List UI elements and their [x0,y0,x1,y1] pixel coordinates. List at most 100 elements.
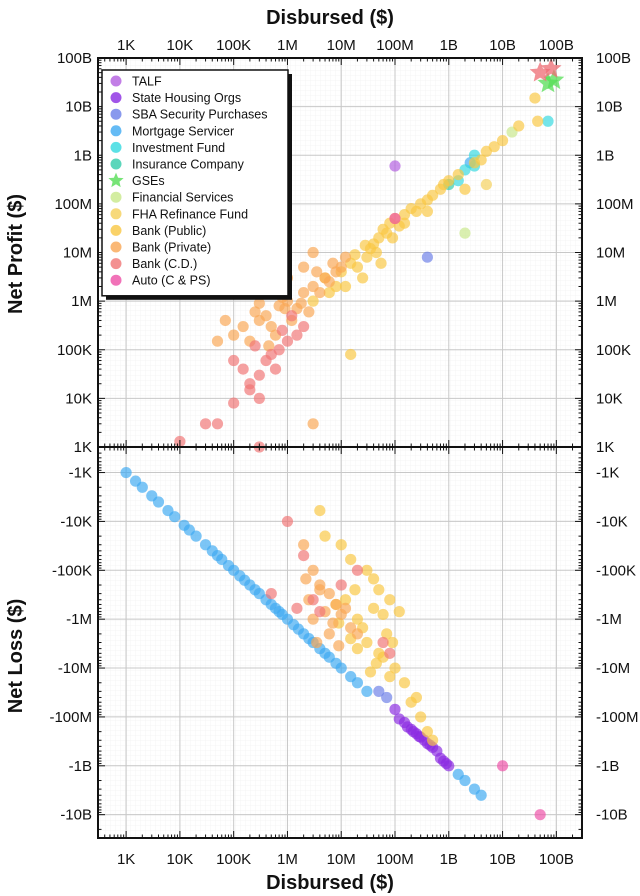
point-bank-public-profit [345,348,357,361]
y-tick-label-profit-right: 1K [596,439,614,456]
point-bank-private-loss [327,617,339,629]
point-bank-private-loss [339,602,352,614]
legend-label-sba-security-purchases: SBA Security Purchases [132,108,267,122]
point-bank-c-d-profit [237,363,249,375]
legend-label-insurance-company: Insurance Company [132,158,245,172]
point-sba-security-purchases-loss [373,685,385,697]
y-tick-label-loss-right: -1B [596,758,619,775]
point-bank-private-profit [298,261,310,273]
point-bank-private-profit [323,276,335,288]
legend-label-bank-c-d: Bank (C.D.) [132,257,197,271]
point-bank-private-loss [351,628,364,640]
point-bank-public-loss [349,584,361,596]
point-bank-public-loss [361,564,373,576]
legend-marker-bank-public [110,224,122,236]
point-mortgage-servicer-loss [475,789,487,801]
point-investment-fund-profit [542,115,554,127]
x-tick-label-top: 100B [539,37,574,54]
point-talf-profit [389,160,401,172]
point-bank-private-profit [265,320,277,333]
top-axis-title: Disbursed ($) [266,7,394,29]
x-tick-label-bottom: 100B [539,851,574,868]
point-bank-private-profit [327,257,339,269]
point-bank-public-loss [381,628,393,640]
point-bank-private-profit [279,303,291,315]
point-bank-public-loss [373,584,385,596]
point-bank-private-profit [260,310,272,322]
point-bank-public-loss [314,504,326,517]
point-bank-c-d-loss [307,594,319,606]
y-tick-label-profit-left: 100K [57,342,92,359]
point-bank-c-d-profit [253,392,265,404]
point-bank-private-profit [311,266,323,278]
y-tick-label-loss-left: -10K [60,513,92,530]
point-bank-private-loss [311,636,323,649]
y-tick-label-loss-right: -100K [596,562,636,579]
point-bank-c-d-loss [291,602,303,614]
legend-label-fha-refinance-fund: FHA Refinance Fund [132,207,248,221]
point-bank-private-profit [339,251,352,263]
y-tick-label-profit-right: 100K [596,342,631,359]
point-mortgage-servicer-loss [351,677,364,689]
point-bank-public-loss [389,662,401,674]
y-tick-label-loss-left: -1B [69,758,92,775]
x-tick-label-bottom: 10M [327,851,356,868]
point-bank-public-loss [398,677,411,689]
x-tick-label-top: 100M [376,37,414,54]
y-tick-label-profit-right: 10K [596,390,623,407]
point-bank-c-d-loss [384,647,396,659]
point-bank-public-loss [384,594,396,606]
point-mortgage-servicer-loss [169,511,181,523]
point-gses-profit [543,69,565,90]
point-bank-private-profit [228,329,240,341]
point-state-housing-orgs-loss [437,755,450,767]
point-bank-c-d-loss [314,606,326,618]
point-bank-private-loss [323,588,335,600]
legend-label-state-housing-orgs: State Housing Orgs [132,91,241,105]
axes-frame [97,57,583,839]
point-bank-public-loss [415,711,427,723]
x-tick-label-top: 10M [327,37,356,54]
legend-marker-bank-c-d [110,258,122,270]
legend-label-financial-services: Financial Services [132,191,233,205]
point-bank-public-profit [421,194,433,206]
point-bank-c-d-profit [244,384,256,396]
y-tick-label-loss-right: -10B [596,807,628,824]
y-tick-label-loss-right: -100M [596,709,639,726]
point-bank-public-loss [368,573,380,585]
y-tick-label-profit-right: 100B [596,50,631,67]
legend-marker-investment-fund [110,141,122,153]
point-bank-c-d-profit [286,310,298,322]
point-mortgage-servicer-loss [120,466,132,479]
point-bank-public-profit [496,135,509,147]
point-bank-c-d-profit [211,418,224,430]
legend-label-bank-public: Bank (Public) [132,224,206,238]
point-state-housing-orgs-loss [413,730,425,742]
point-bank-c-d-profit [276,324,288,337]
point-bank-c-d-loss [351,564,364,576]
point-bank-public-profit [359,239,371,251]
y-tick-label-loss-right: -10M [596,660,630,677]
y-tick-label-loss-left: -100K [52,562,92,579]
point-bank-private-loss [314,584,326,596]
y-axis-title-loss: Net Loss ($) [5,599,27,713]
y-tick-label-profit-left: 1K [74,439,92,456]
point-bank-private-loss [307,613,319,625]
point-bank-public-profit [513,120,525,132]
point-auto-c-ps-loss [534,809,546,821]
point-bank-private-loss [298,539,310,551]
point-bank-private-loss [323,628,335,640]
y-axis-title-profit: Net Profit ($) [5,194,27,314]
y-tick-label-profit-right: 10B [596,99,623,116]
legend-marker-talf [110,75,122,87]
point-bank-c-d-loss [298,549,310,562]
point-bank-public-profit [357,272,369,284]
point-bank-private-profit [298,286,310,299]
x-tick-label-top: 10B [489,37,516,54]
point-bank-c-d-profit [269,363,282,375]
x-tick-label-top: 1B [440,37,458,54]
data-points [120,57,565,821]
legend-marker-insurance-company [110,158,122,170]
point-bank-public-loss [339,594,352,606]
point-bank-public-loss [410,691,423,704]
